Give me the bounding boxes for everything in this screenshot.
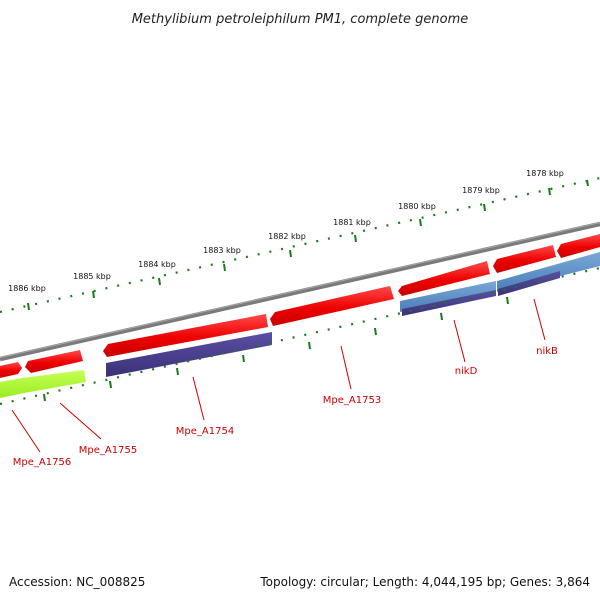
gene-label-leaders: [11, 298, 546, 453]
major-tick: [354, 234, 357, 243]
major-tick: [43, 393, 46, 402]
major-tick: [158, 277, 161, 286]
cds-feature: [0, 370, 86, 398]
cds-features: [0, 252, 600, 398]
major-tick: [242, 354, 245, 363]
major-tick: [506, 296, 509, 305]
major-tick: [289, 249, 292, 258]
major-tick: [176, 367, 179, 376]
leader-line: [11, 409, 41, 453]
forward-gene-arrow: [557, 234, 600, 258]
tick-label: 1879 kbp: [462, 186, 500, 195]
tick-label: 1883 kbp: [203, 246, 241, 255]
cds-feature: [498, 271, 560, 296]
tick-label: 1882 kbp: [268, 232, 306, 241]
inner-tick-ring: [0, 266, 600, 406]
inner-dotted-line: [0, 266, 600, 406]
major-tick: [27, 302, 30, 311]
forward-gene-arrow: [270, 286, 394, 326]
accession-text: Accession: NC_008825: [9, 575, 145, 589]
forward-gene-arrow: [103, 314, 268, 357]
genome-backbone: [0, 221, 600, 362]
major-tick: [374, 327, 377, 336]
tick-label: 1886 kbp: [8, 284, 46, 293]
major-tick: [92, 290, 95, 299]
tick-label: 1878 kbp: [526, 169, 564, 178]
forward-gene-arrow: [0, 362, 22, 378]
leader-line: [340, 345, 352, 390]
tick-label: 1880 kbp: [398, 202, 436, 211]
major-tick: [308, 341, 311, 350]
forward-gene-arrow: [493, 245, 556, 273]
tick-label: 1884 kbp: [138, 260, 176, 269]
major-tick: [419, 218, 422, 227]
gene-label-mpe-a1754: Mpe_A1754: [176, 426, 234, 437]
major-tick: [440, 312, 443, 321]
cds-feature: [400, 281, 496, 312]
cds-feature: [106, 332, 272, 377]
map-title: Methylibium petroleiphilum PM1, complete…: [132, 12, 469, 27]
leader-line: [533, 298, 546, 341]
topology-text: Topology: circular; Length: 4,044,195 bp…: [259, 575, 590, 589]
gene-label-mpe-a1756: Mpe_A1756: [13, 457, 71, 468]
gene-label-nikB: nikB: [536, 346, 558, 357]
genome-line-highlight: [0, 222, 600, 359]
leader-line: [59, 402, 102, 440]
major-tick: [548, 187, 551, 196]
gene-label-mpe-a1753: Mpe_A1753: [323, 395, 381, 406]
major-tick: [223, 263, 226, 272]
cds-feature: [402, 290, 496, 316]
major-tick: [586, 179, 589, 187]
leader-line: [453, 319, 466, 363]
forward-gene-arrow: [398, 261, 490, 296]
forward-strand-genes: [0, 234, 600, 378]
outer-tick-ring: [0, 176, 600, 314]
tick-label: 1885 kbp: [73, 272, 111, 281]
tick-label: 1881 kbp: [333, 218, 371, 227]
genome-line: [0, 221, 600, 362]
major-tick: [109, 380, 112, 389]
gene-label-mpe-a1755: Mpe_A1755: [79, 445, 137, 456]
leader-line: [192, 376, 205, 421]
gene-label-nikD: nikD: [455, 366, 478, 377]
major-tick: [483, 203, 486, 212]
forward-gene-arrow: [25, 350, 83, 373]
